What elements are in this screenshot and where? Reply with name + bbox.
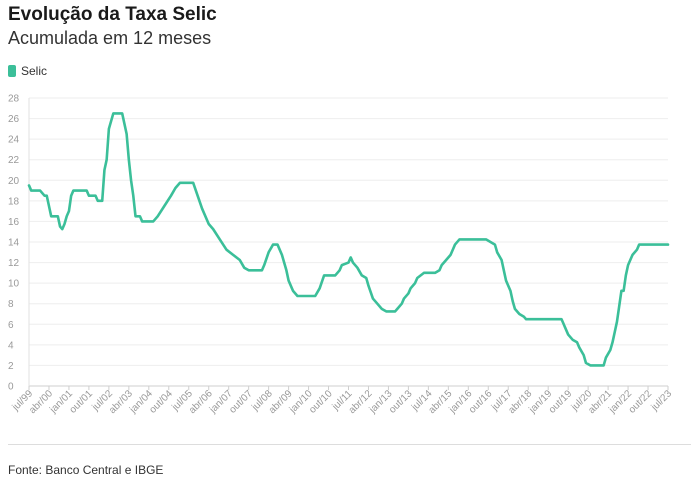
series-layer <box>27 112 670 367</box>
legend[interactable]: Selic <box>8 64 47 78</box>
x-tick-label: out/07 <box>227 388 255 416</box>
y-tick-label: 16 <box>8 217 20 228</box>
series-line-selic <box>27 112 670 367</box>
source-note: Fonte: Banco Central e IBGE <box>8 463 164 477</box>
x-axis: jul/99abr/00jan/01out/01jul/02abr/03jan/… <box>10 386 675 416</box>
y-tick-label: 18 <box>8 196 20 207</box>
x-tick-label: out/04 <box>147 388 175 416</box>
chart-title: Evolução da Taxa Selic <box>8 4 217 25</box>
legend-swatch-selic <box>8 65 16 77</box>
grid-lines <box>28 97 668 387</box>
y-tick-label: 6 <box>8 320 14 331</box>
footer-divider <box>8 444 691 445</box>
y-tick-label: 8 <box>8 299 14 310</box>
y-tick-label: 14 <box>8 238 20 249</box>
x-tick-label: out/13 <box>387 388 415 416</box>
x-tick-label: out/19 <box>547 388 575 416</box>
y-tick-label: 20 <box>8 176 20 187</box>
chart-subtitle: Acumulada em 12 meses <box>8 28 212 48</box>
x-tick-label: out/16 <box>467 388 495 416</box>
y-tick-label: 28 <box>8 94 20 105</box>
x-tick-label: out/10 <box>307 388 335 416</box>
x-tick-label: out/22 <box>627 388 655 416</box>
x-tick-label: out/01 <box>68 388 96 416</box>
y-tick-label: 12 <box>8 258 20 269</box>
y-tick-label: 2 <box>8 361 14 372</box>
x-tick-label: jul/23 <box>649 388 675 414</box>
y-tick-label: 26 <box>8 114 20 125</box>
y-tick-label: 22 <box>8 155 20 166</box>
y-tick-label: 10 <box>8 279 20 290</box>
y-tick-label: 0 <box>8 382 14 393</box>
y-tick-label: 24 <box>8 135 20 146</box>
legend-label-selic: Selic <box>21 64 48 78</box>
y-tick-label: 4 <box>8 340 14 351</box>
